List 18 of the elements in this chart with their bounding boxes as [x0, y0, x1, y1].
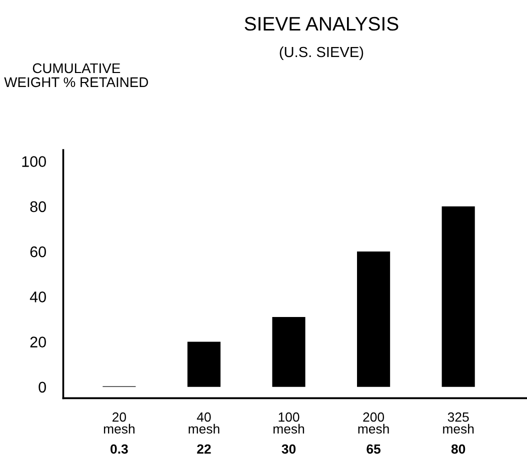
bar	[272, 316, 306, 387]
y-tick-label: 20	[30, 336, 46, 348]
y-axis-title: CUMULATIVE WEIGHT % RETAINED	[4, 63, 148, 88]
chart-title: SIEVE ANALYSIS	[244, 16, 398, 31]
y-tick-label: 60	[30, 246, 46, 258]
y-tick-label: 100	[22, 156, 46, 167]
chart-subtitle: (U.S. SIEVE)	[280, 46, 364, 60]
category-label: 100 mesh 30	[274, 412, 304, 454]
bar	[187, 342, 221, 387]
category-label: 200 mesh 65	[358, 412, 389, 454]
category-label: 40 mesh 22	[188, 412, 220, 454]
y-tick-label: 40	[30, 292, 46, 302]
y-tick-label: 80	[30, 201, 46, 212]
y-tick-label: 0	[38, 382, 46, 393]
category-label: 20 mesh 0.3	[104, 412, 134, 454]
bar	[442, 206, 475, 387]
category-label: 325 mesh 80	[443, 412, 474, 454]
bar	[357, 252, 390, 387]
